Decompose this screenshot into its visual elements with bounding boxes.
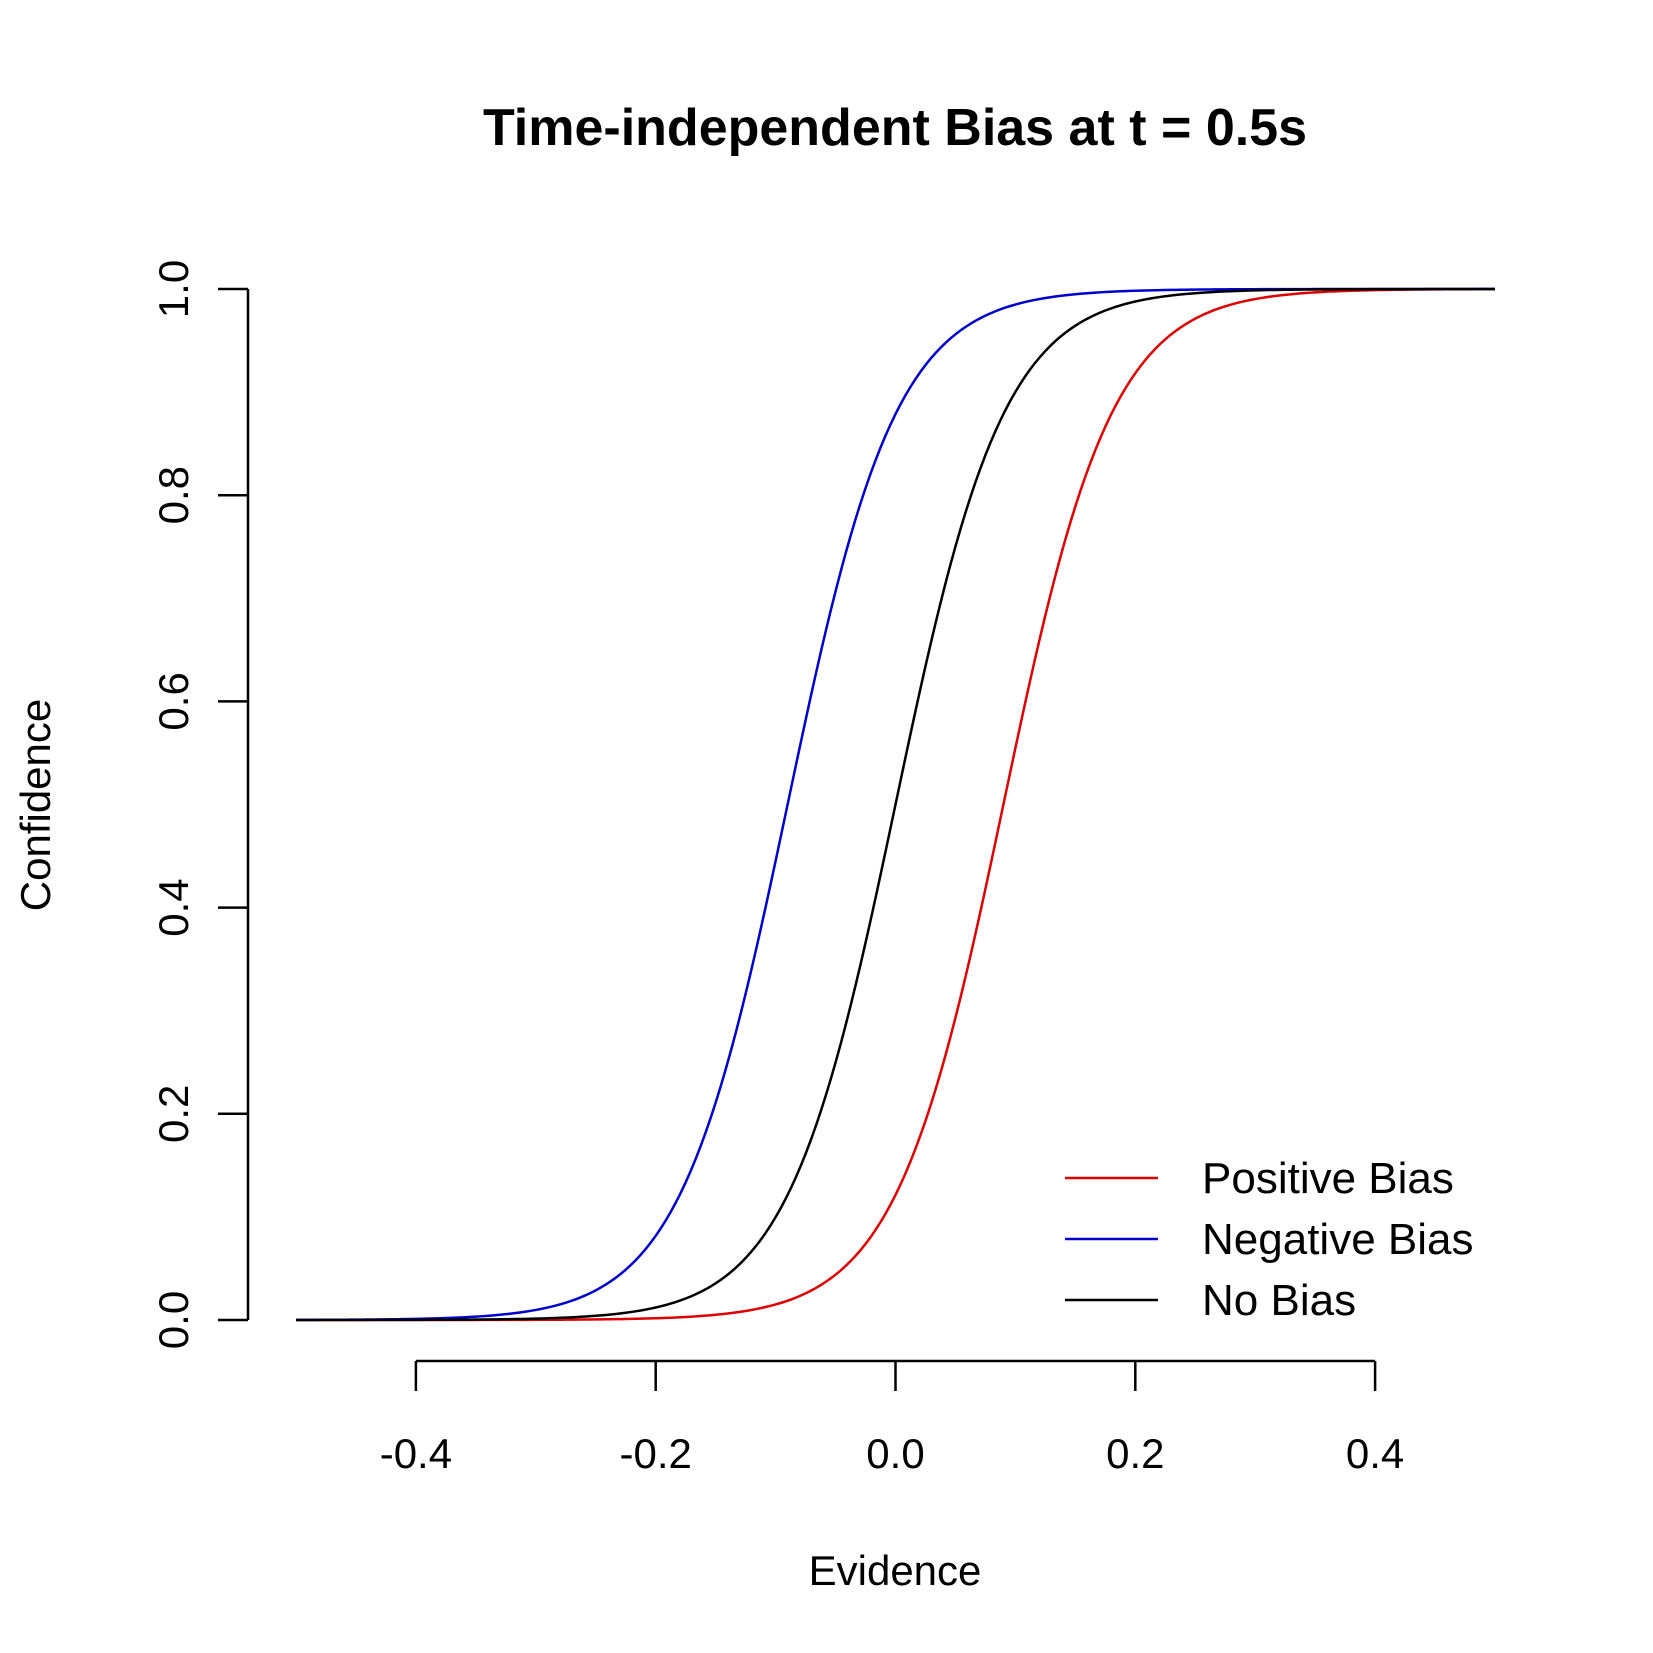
legend-label: Positive Bias: [1202, 1154, 1454, 1203]
x-axis: -0.4 -0.2 0.0 0.2 0.4: [380, 1359, 1404, 1477]
y-tick-label: 0.0: [150, 1291, 197, 1349]
y-tick-label: 0.2: [150, 1085, 197, 1143]
y-tick-label: 0.4: [150, 878, 197, 936]
series-line-no-bias: [296, 287, 1495, 1322]
chart-title: Time-independent Bias at t = 0.5s: [483, 99, 1307, 157]
x-axis-label: Evidence: [809, 1547, 982, 1594]
y-axis: 0.0 0.2 0.4 0.6 0.8 1.0: [150, 260, 250, 1349]
y-tick-label: 0.8: [150, 466, 197, 524]
y-tick-label: 0.6: [150, 672, 197, 730]
legend: Positive Bias Negative Bias No Bias: [1065, 1154, 1473, 1325]
x-tick-label: -0.2: [620, 1430, 692, 1477]
y-tick-label: 1.0: [150, 260, 197, 318]
x-tick-label: -0.4: [380, 1430, 452, 1477]
x-tick-label: 0.4: [1346, 1430, 1404, 1477]
legend-label: Negative Bias: [1202, 1215, 1473, 1264]
legend-label: No Bias: [1202, 1276, 1356, 1325]
series-lines: [295, 287, 1496, 1322]
x-tick-label: 0.0: [866, 1430, 924, 1477]
y-axis-label: Confidence: [12, 699, 59, 911]
x-tick-label: 0.2: [1106, 1430, 1164, 1477]
